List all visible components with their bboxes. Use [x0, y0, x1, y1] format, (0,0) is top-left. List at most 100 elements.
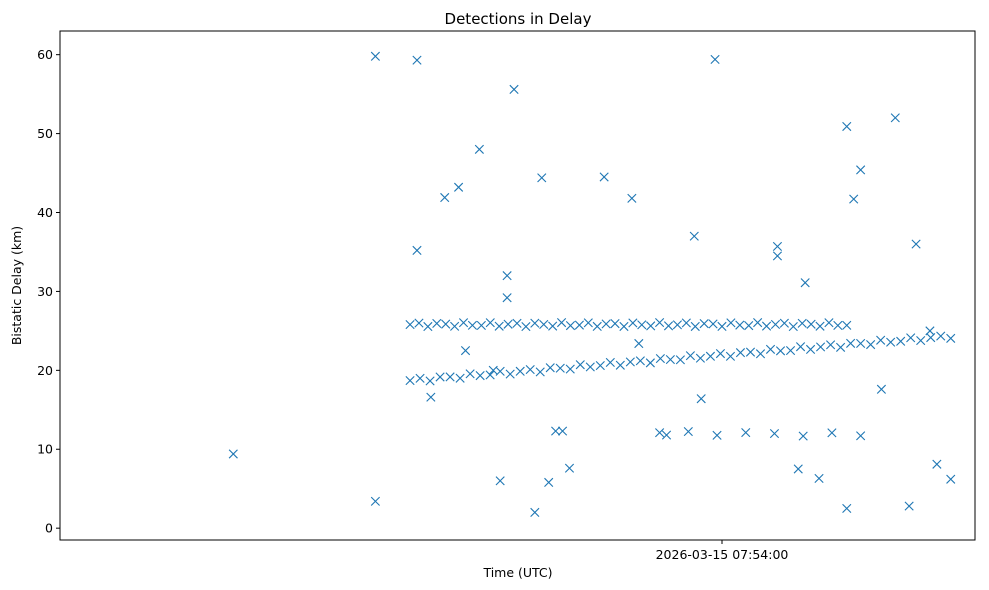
data-point — [530, 507, 540, 517]
data-point — [505, 369, 515, 379]
data-point — [537, 173, 547, 183]
plot-area — [59, 30, 976, 541]
data-point — [627, 193, 637, 203]
chart-title: Detections in Delay — [445, 10, 592, 28]
data-point — [551, 426, 561, 436]
data-point — [415, 373, 425, 383]
data-point — [785, 345, 796, 356]
data-point — [405, 376, 415, 386]
data-point — [825, 340, 836, 350]
data-point — [788, 321, 798, 332]
data-point — [710, 54, 720, 64]
y-tick-label: 10 — [37, 442, 53, 457]
data-point — [717, 321, 727, 331]
data-point — [515, 366, 525, 376]
data-point — [460, 346, 471, 356]
data-point — [793, 464, 803, 474]
data-point — [806, 319, 816, 329]
data-point — [726, 318, 736, 328]
data-point — [846, 338, 856, 348]
data-point — [886, 337, 896, 347]
data-point — [370, 51, 380, 61]
data-point — [502, 293, 512, 303]
data-point — [932, 459, 942, 469]
data-point — [425, 376, 435, 386]
data-point — [440, 192, 450, 203]
data-point — [661, 430, 672, 440]
data-point — [426, 392, 436, 402]
data-point — [595, 361, 605, 371]
data-point — [450, 321, 460, 331]
data-point — [946, 333, 956, 343]
data-point — [405, 319, 415, 330]
data-point — [601, 319, 611, 329]
data-point — [458, 318, 469, 328]
data-point — [655, 353, 665, 364]
data-point — [849, 194, 859, 204]
data-point — [761, 321, 772, 331]
data-point — [474, 144, 484, 154]
data-point — [856, 431, 866, 441]
data-point — [548, 321, 558, 331]
data-point — [465, 369, 475, 379]
data-point — [663, 321, 674, 331]
data-point — [715, 349, 726, 359]
data-point — [800, 278, 810, 288]
data-point — [556, 318, 567, 328]
data-point — [445, 372, 455, 382]
data-point — [488, 365, 498, 375]
data-point — [625, 357, 635, 367]
data-point — [797, 318, 807, 328]
data-point — [798, 431, 808, 441]
data-point — [530, 318, 540, 328]
data-point — [690, 321, 700, 332]
data-point — [856, 338, 866, 349]
data-point — [725, 351, 736, 361]
data-point — [795, 342, 806, 352]
data-point — [946, 474, 956, 484]
data-point — [544, 477, 554, 487]
data-point — [904, 501, 914, 511]
data-point — [592, 321, 602, 331]
data-point — [628, 318, 638, 328]
data-point — [502, 271, 512, 281]
data-point — [842, 121, 852, 132]
data-point — [565, 321, 576, 331]
data-point — [453, 182, 464, 192]
data-point — [557, 426, 568, 436]
x-tick-label: 2026-03-15 07:54:00 — [656, 547, 789, 562]
data-point — [228, 449, 238, 459]
y-tick-label: 30 — [37, 284, 53, 299]
data-point — [435, 372, 445, 382]
data-point — [712, 430, 722, 440]
data-point — [906, 333, 916, 343]
data-point — [814, 473, 824, 484]
data-point — [475, 371, 485, 381]
data-point — [695, 353, 706, 363]
data-point — [876, 335, 886, 345]
data-point — [685, 351, 695, 361]
data-point — [655, 318, 665, 328]
data-point — [503, 319, 513, 329]
data-point — [675, 355, 685, 365]
data-point — [414, 318, 424, 328]
data-point — [866, 340, 876, 350]
data-point — [745, 347, 756, 357]
data-point — [521, 321, 531, 332]
data-point — [842, 320, 852, 330]
data-point — [735, 348, 746, 358]
data-point — [512, 318, 522, 328]
y-tick-label: 50 — [37, 126, 53, 141]
data-point — [485, 318, 495, 328]
data-point — [772, 251, 783, 261]
data-point — [842, 503, 852, 514]
y-axis-label: Bistatic Delay (km) — [9, 226, 24, 345]
data-point — [770, 319, 781, 330]
data-point — [455, 373, 465, 383]
data-point — [495, 476, 505, 486]
data-point — [896, 336, 906, 346]
data-point — [370, 496, 380, 506]
x-axis: 2026-03-15 07:54:002026-03-15 07:55:0020… — [656, 540, 789, 562]
